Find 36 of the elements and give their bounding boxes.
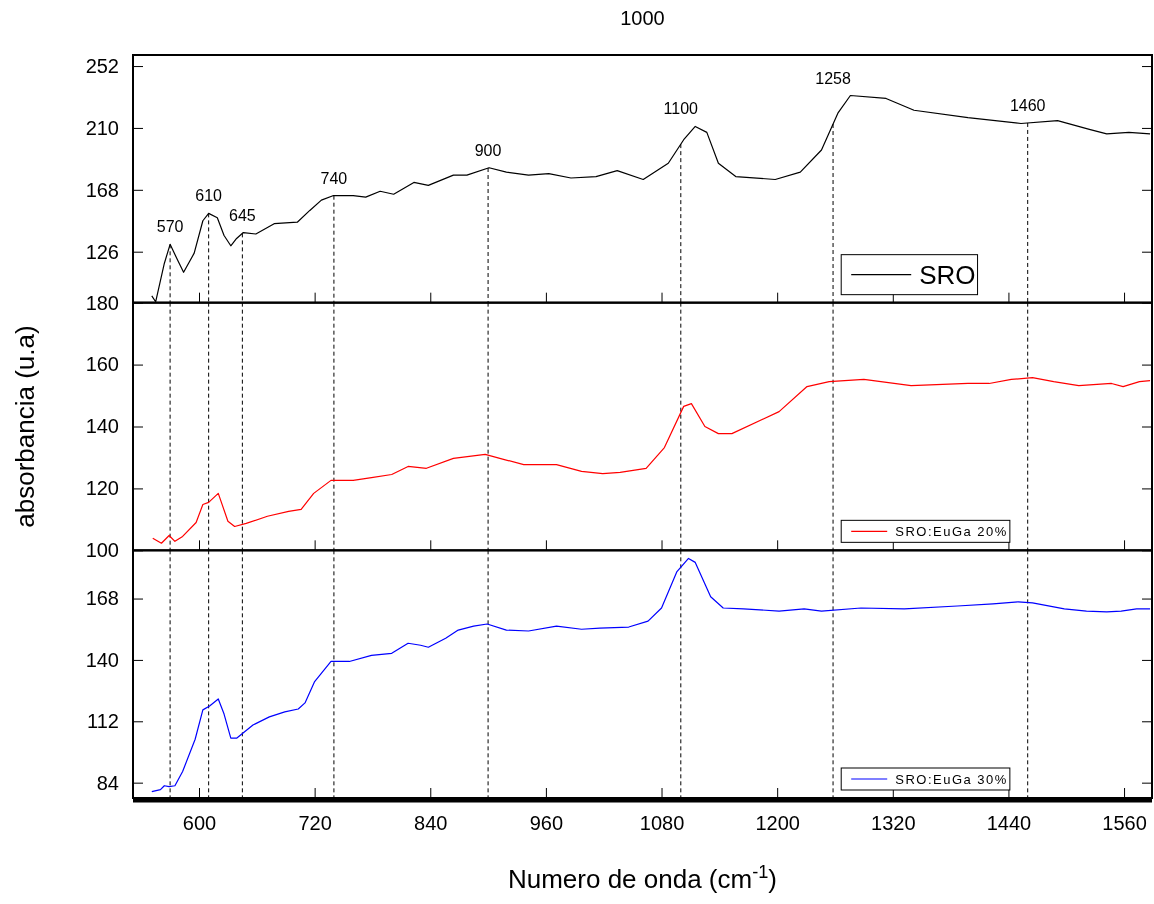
chart-title: 1000 (620, 7, 665, 29)
legend-label: SRO (919, 259, 976, 290)
ref-line-label: 1100 (663, 100, 699, 118)
y-tick-label: 160 (85, 353, 119, 376)
x-tick-label: 1080 (639, 812, 685, 835)
y-tick-label: 168 (85, 587, 119, 610)
y-tick-label: 140 (85, 415, 119, 438)
x-axis-title: Numero de onda (cm$^{-1}$) (507, 862, 778, 894)
legend-label: SRO:EuGa 20% (895, 523, 1008, 539)
x-tick-label: 960 (529, 812, 564, 835)
legend-label: SRO:EuGa 30% (895, 771, 1008, 787)
x-tick-label: 720 (298, 812, 332, 835)
x-tick-label: 840 (414, 812, 448, 835)
y-tick-label: 126 (85, 240, 119, 263)
y-tick-label: 210 (85, 116, 119, 139)
y-tick-label: 112 (87, 710, 119, 733)
ref-line-label: 1258 (815, 69, 851, 87)
y-tick-label: 100 (85, 539, 119, 562)
ref-line-label: 610 (195, 187, 223, 205)
ref-line-label: 645 (229, 206, 256, 224)
x-tick-label: 1320 (871, 812, 916, 835)
ref-line-label: 570 (156, 218, 184, 236)
ref-line-label: 1460 (1009, 96, 1046, 114)
ref-line-label: 900 (474, 141, 502, 159)
y-tick-label: 140 (85, 648, 119, 671)
x-tick-label: 1440 (986, 812, 1032, 835)
y-tick-label: 180 (85, 291, 119, 314)
y-tick-label: 120 (85, 477, 119, 500)
y-tick-label: 168 (85, 178, 119, 201)
y-axis-title: absorbancia (u.a) (10, 325, 40, 528)
x-tick-label: 600 (182, 812, 217, 835)
x-tick-label: 1200 (755, 812, 800, 835)
x-tick-label: 1560 (1102, 812, 1147, 835)
ref-line-label: 740 (320, 169, 348, 187)
y-tick-label: 84 (96, 771, 119, 794)
y-tick-label: 252 (85, 54, 119, 77)
